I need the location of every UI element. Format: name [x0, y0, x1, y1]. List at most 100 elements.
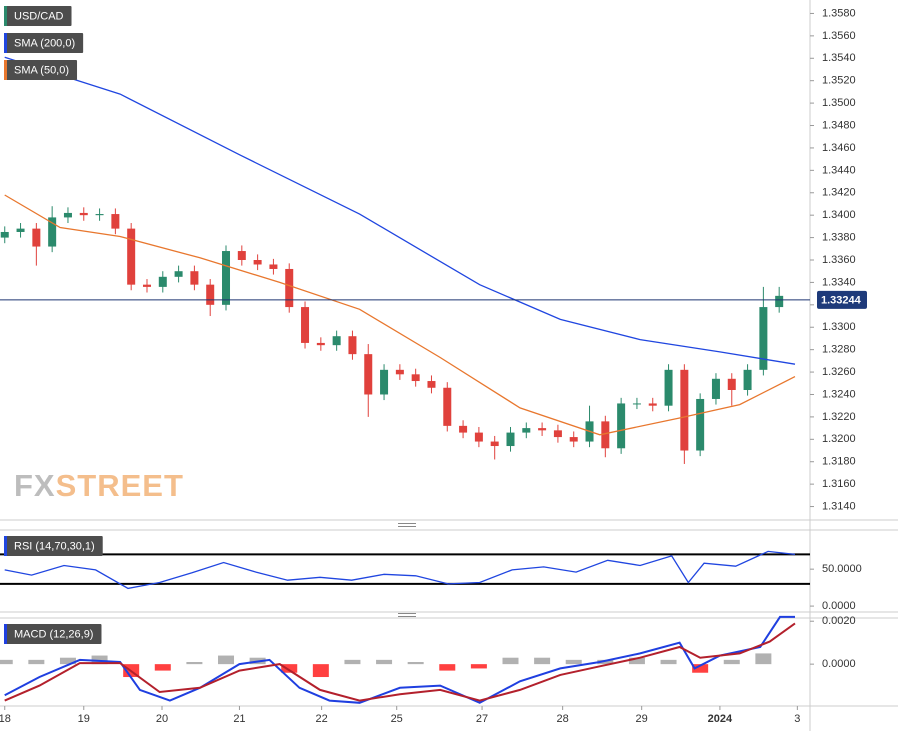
candle-body: [0, 231, 9, 238]
candle-body: [332, 336, 341, 346]
candle-body: [395, 369, 404, 375]
candle-body: [569, 437, 578, 442]
candle-body: [443, 387, 452, 426]
x-tick-label: 20: [156, 713, 168, 725]
y-tick-label: 1.3160: [822, 478, 856, 490]
candle-body: [79, 212, 88, 216]
x-tick-label: 22: [316, 713, 328, 725]
candle-body: [427, 381, 436, 388]
watermark-fx: FX: [14, 468, 56, 503]
candle-body: [522, 428, 531, 433]
y-tick-label: 1.3140: [822, 500, 856, 512]
candle-body: [316, 342, 325, 346]
y-tick-label: 1.3580: [822, 7, 856, 19]
candle-body: [174, 271, 183, 277]
candle-body: [474, 432, 483, 442]
candle-body: [237, 251, 246, 260]
candle-body: [680, 369, 689, 451]
x-tick-label: 21: [233, 713, 245, 725]
legend-box: [4, 624, 102, 644]
y-tick-label: 1.3280: [822, 344, 856, 356]
x-tick-label: 19: [78, 713, 90, 725]
candle-body: [459, 425, 468, 433]
candle-body: [190, 271, 199, 285]
candle-body: [775, 295, 784, 308]
y-tick-label: 1.3220: [822, 411, 856, 423]
candle-body: [601, 421, 610, 449]
histogram-bar: [0, 659, 13, 665]
candle-body: [632, 403, 641, 405]
histogram-bar: [154, 664, 171, 671]
x-tick-label: 27: [476, 713, 488, 725]
legend-swatch: [4, 60, 7, 80]
series-line: [4, 194, 796, 436]
histogram-bar: [660, 659, 677, 665]
candle-body: [32, 228, 41, 247]
candle-body: [142, 284, 151, 287]
candle-body: [158, 276, 167, 287]
histogram-bar: [470, 664, 487, 669]
y-tick-label: 1.3460: [822, 142, 856, 154]
candle-body: [711, 378, 720, 399]
candle-body: [648, 403, 657, 406]
histogram-bar: [376, 659, 393, 665]
candle-body: [348, 336, 357, 355]
histogram-bar: [91, 655, 108, 665]
histogram-bar: [218, 655, 235, 665]
histogram-bar: [565, 659, 582, 665]
series-line: [4, 56, 796, 365]
histogram-bar: [534, 657, 551, 665]
y-tick-label: 1.3500: [822, 97, 856, 109]
candle-body: [95, 214, 104, 216]
candle-body: [696, 398, 705, 451]
x-tick-label: 3: [794, 713, 800, 725]
candle-body: [490, 441, 499, 447]
legend-swatch: [4, 536, 7, 556]
candle-body: [48, 217, 57, 247]
candle-body: [364, 354, 373, 395]
histogram-bar: [344, 659, 361, 665]
candle-body: [222, 251, 231, 305]
histogram-bar: [281, 664, 298, 673]
last-price-label: 1.33244: [821, 294, 862, 306]
candle-body: [16, 228, 25, 232]
y-tick-label: 1.3340: [822, 276, 856, 288]
y-tick-label: 1.3440: [822, 164, 856, 176]
y-tick-label: 0.0020: [822, 615, 856, 627]
candle-body: [727, 378, 736, 390]
candle-body: [506, 432, 515, 447]
candle-body: [538, 428, 547, 431]
histogram-bar: [502, 657, 519, 665]
y-tick-label: 1.3380: [822, 231, 856, 243]
candle-body: [285, 268, 294, 308]
candle-body: [206, 284, 215, 305]
x-tick-label: 25: [391, 713, 403, 725]
histogram-bar: [407, 662, 424, 665]
candle-body: [111, 214, 120, 229]
candle-body: [269, 264, 278, 269]
legend-swatch: [4, 33, 7, 53]
y-tick-label: 1.3520: [822, 75, 856, 87]
y-tick-label: 1.3480: [822, 119, 856, 131]
series-line: [4, 550, 796, 590]
histogram-bar: [186, 662, 203, 665]
y-tick-label: 1.3400: [822, 209, 856, 221]
candle-body: [759, 307, 768, 370]
legend-box: [4, 33, 84, 53]
y-tick-label: 0.0000: [822, 600, 856, 612]
y-tick-label: 1.3260: [822, 366, 856, 378]
histogram-bar: [59, 657, 76, 665]
y-tick-label: 1.3300: [822, 321, 856, 333]
legend-swatch: [4, 624, 7, 644]
legend-label: USD/CAD: [14, 10, 64, 22]
candle-body: [664, 369, 673, 406]
pane-handle[interactable]: [398, 613, 416, 617]
pane-handle[interactable]: [398, 523, 416, 527]
y-tick-label: 1.3180: [822, 456, 856, 468]
histogram-bar: [628, 657, 645, 665]
y-tick-label: 50.0000: [822, 563, 862, 575]
y-tick-label: 1.3420: [822, 187, 856, 199]
histogram-bar: [692, 664, 709, 673]
last-price-box: [817, 290, 867, 309]
